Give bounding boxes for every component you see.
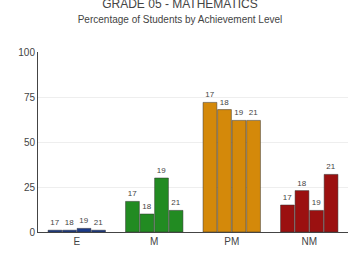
svg-text:NM: NM [301, 236, 317, 247]
svg-text:17: 17 [283, 193, 292, 202]
svg-text:M: M [150, 236, 158, 247]
svg-text:17: 17 [50, 218, 59, 227]
svg-text:17: 17 [205, 90, 214, 99]
svg-text:75: 75 [24, 92, 36, 103]
svg-text:100: 100 [18, 47, 35, 58]
svg-text:18: 18 [220, 98, 229, 107]
svg-text:19: 19 [157, 166, 166, 175]
svg-text:25: 25 [24, 182, 36, 193]
svg-text:21: 21 [249, 108, 258, 117]
svg-text:18: 18 [65, 218, 74, 227]
svg-text:19: 19 [234, 108, 243, 117]
svg-text:GRADE 05 - MATHEMATICSPercenta: GRADE 05 - MATHEMATICSPercentage of Stud… [78, 0, 283, 25]
svg-text:PM: PM [224, 236, 239, 247]
svg-text:19: 19 [312, 198, 321, 207]
svg-text:17: 17 [128, 189, 137, 198]
svg-text:21: 21 [94, 218, 103, 227]
svg-text:21: 21 [171, 198, 180, 207]
svg-text:18: 18 [297, 179, 306, 188]
svg-text:50: 50 [24, 137, 36, 148]
svg-text:18: 18 [142, 202, 151, 211]
svg-text:0: 0 [29, 227, 35, 238]
svg-text:21: 21 [326, 162, 335, 171]
svg-text:19: 19 [79, 216, 88, 225]
svg-text:E: E [73, 236, 80, 247]
